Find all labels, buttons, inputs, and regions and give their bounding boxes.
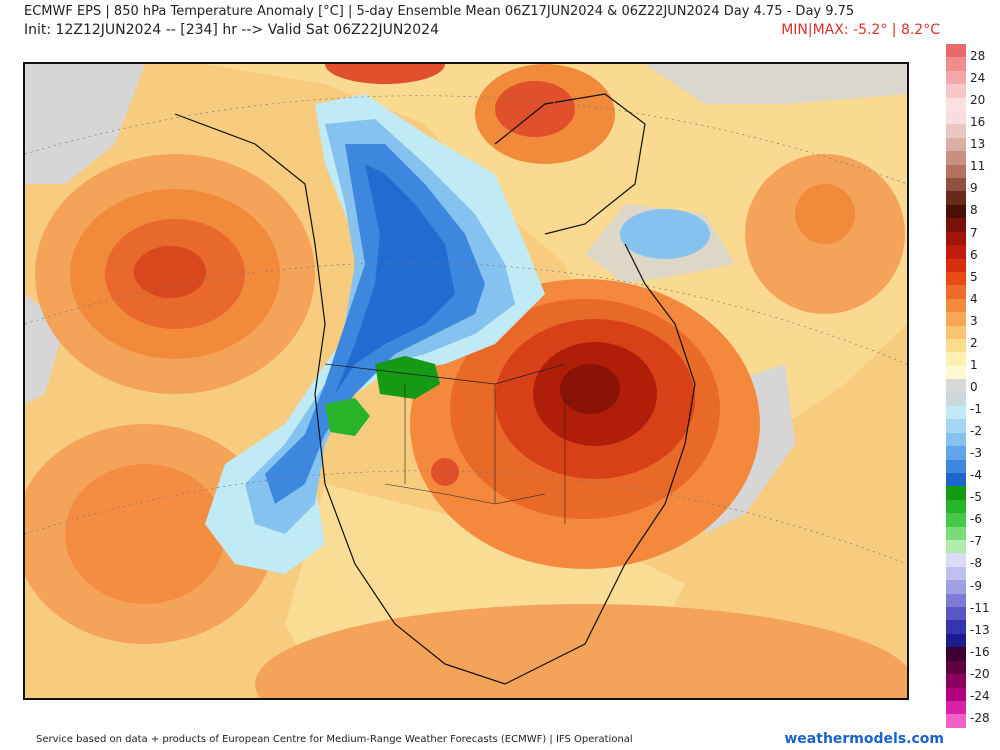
color-swatch [946, 245, 966, 259]
color-scale-label: -1 [970, 402, 982, 417]
color-swatch [946, 84, 966, 98]
color-swatch [946, 607, 966, 621]
color-swatch [946, 57, 966, 71]
color-swatch [946, 151, 966, 165]
color-swatch [946, 204, 966, 219]
color-swatch [946, 285, 966, 299]
color-swatch [946, 191, 966, 205]
color-scale-label: -24 [970, 688, 990, 703]
color-swatch [946, 231, 966, 246]
color-scale-label: 16 [970, 115, 986, 130]
min-max-readout: MIN|MAX: -5.2° | 8.2°C [781, 22, 940, 38]
color-swatch [946, 473, 966, 487]
color-swatch [946, 44, 966, 58]
color-swatch [946, 526, 966, 541]
color-scale-label: 4 [970, 291, 978, 306]
color-swatch [946, 419, 966, 433]
color-scale-label: 20 [970, 93, 986, 108]
color-scale-label: 7 [970, 225, 978, 240]
color-swatch [946, 593, 966, 608]
color-scale-label: 0 [970, 379, 978, 394]
color-scale-label: -9 [970, 578, 982, 593]
color-swatch [946, 432, 966, 447]
color-scale-label: 13 [970, 137, 986, 152]
color-scale-label: -3 [970, 446, 982, 461]
color-scale-label: -13 [970, 622, 990, 637]
color-swatch [946, 124, 966, 138]
color-swatch [946, 164, 966, 179]
color-swatch [946, 379, 966, 393]
color-swatch [946, 312, 966, 326]
color-swatch [946, 338, 966, 353]
color-scale-label: -5 [970, 490, 982, 505]
color-swatch [946, 540, 966, 554]
color-scale-label: -11 [970, 600, 990, 615]
color-scale-label: 3 [970, 313, 978, 328]
color-scale-label: 1 [970, 357, 978, 372]
color-scale-label: 24 [970, 71, 986, 86]
color-swatch [946, 111, 966, 125]
data-source-credit: Service based on data + products of Euro… [36, 734, 633, 745]
color-swatch [946, 700, 966, 715]
color-swatch [946, 405, 966, 420]
color-swatch [946, 580, 966, 594]
color-swatch [946, 566, 966, 581]
color-swatch [946, 486, 966, 500]
color-scale-label: 9 [970, 181, 978, 196]
color-swatch [946, 459, 966, 473]
color-swatch [946, 714, 966, 728]
color-scale-label: -20 [970, 666, 990, 681]
color-swatch [946, 271, 966, 286]
site-link[interactable]: weathermodels.com [784, 731, 944, 747]
color-swatch [946, 352, 966, 366]
color-scale-label: -7 [970, 534, 982, 549]
color-swatch [946, 137, 966, 152]
color-scale-label: 11 [970, 159, 986, 174]
color-swatch [946, 660, 966, 675]
color-swatch [946, 298, 966, 313]
color-swatch [946, 553, 966, 567]
color-swatch [946, 647, 966, 661]
color-swatch [946, 70, 966, 85]
color-swatch [946, 674, 966, 688]
anomaly-map [23, 62, 909, 700]
color-scale-label: -8 [970, 556, 982, 571]
color-scale-label: 28 [970, 49, 986, 63]
color-scale-label: -16 [970, 644, 990, 659]
map-title: ECMWF EPS | 850 hPa Temperature Anomaly … [24, 4, 855, 19]
color-swatch [946, 365, 966, 380]
color-scale-label: 5 [970, 269, 978, 284]
color-scale-label: -28 [970, 710, 990, 725]
map-subtitle: Init: 12Z12JUN2024 -- [234] hr --> Valid… [24, 22, 439, 38]
color-swatch [946, 687, 966, 701]
color-scale-bar [946, 44, 966, 728]
color-swatch [946, 97, 966, 112]
color-scale-label: 2 [970, 335, 978, 350]
color-swatch [946, 499, 966, 514]
color-swatch [946, 620, 966, 634]
color-swatch [946, 633, 966, 648]
color-scale-label: 8 [970, 203, 978, 218]
color-scale-label: -6 [970, 512, 982, 527]
color-swatch [946, 325, 966, 339]
color-swatch [946, 218, 966, 232]
color-swatch [946, 446, 966, 460]
color-scale-label: -4 [970, 468, 982, 483]
color-swatch [946, 258, 966, 272]
color-scale-label: 6 [970, 247, 978, 262]
color-scale-label: -2 [970, 424, 982, 439]
color-swatch [946, 513, 966, 527]
color-swatch [946, 178, 966, 192]
color-swatch [946, 392, 966, 406]
